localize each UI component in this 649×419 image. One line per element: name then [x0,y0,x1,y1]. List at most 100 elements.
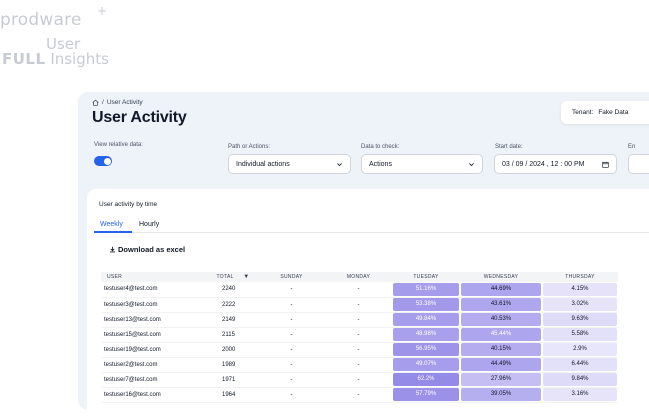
wednesday-cell: 40.15% [460,342,542,358]
tab-hourly[interactable]: Hourly [139,221,160,228]
col-header-user[interactable]: USER [101,272,208,282]
data-to-check-label: Data to check: [361,144,400,150]
wednesday-cell: 44.69% [460,282,542,298]
activity-table: USER TOTAL ▼ SUNDAY MONDAY TUESDAY WEDNE… [101,272,618,403]
brand-line-user: User [46,35,81,53]
monday-cell: - [325,357,392,373]
user-cell: testuser2@test.com [101,357,208,373]
tuesday-cell: 56.95% [392,342,460,358]
sunday-cell: - [258,312,325,328]
brand-logo: prodware + User FULL Insights [0,4,120,74]
chevron-down-icon [469,162,474,166]
table-row: testuser16@test.com 1964- -57.79% 39.05% 3.1… [101,387,618,403]
wednesday-cell: 27.96% [460,372,542,388]
col-header-tuesday[interactable]: TUESDAY [392,272,460,282]
wednesday-cell: 44.49% [460,357,542,373]
monday-cell: - [325,342,392,358]
thursday-cell: 2.9% [542,342,618,358]
download-icon [110,246,115,253]
start-date-input[interactable]: 03 / 09 / 2024 , 12 : 00 PM [494,154,617,174]
sunday-cell: - [258,342,325,358]
brand-plus-icon: + [97,4,108,18]
table-row: testuser19@test.com 2000- -56.95% 40.15% 2.9… [101,342,618,358]
end-date-input[interactable] [628,154,649,174]
path-actions-select[interactable]: Individual actions [228,154,351,174]
user-cell: testuser15@test.com [101,327,208,343]
brand-line-insights: FULL Insights [2,50,109,68]
col-header-wednesday[interactable]: WEDNESDAY [460,272,542,282]
table-row: testuser3@test.com 2222- -53.38% 43.61% 3.02… [101,297,618,313]
table-row: testuser7@test.com 1971- -62.2% 27.96% 9.84% [101,372,618,388]
col-header-total[interactable]: TOTAL ▼ [208,272,258,282]
wednesday-cell: 39.05% [460,387,542,403]
download-excel-button[interactable]: Download as excel [109,245,185,254]
thursday-cell: 4.15% [542,282,618,298]
user-cell: testuser3@test.com [101,297,208,313]
wednesday-cell: 40.53% [460,312,542,328]
thursday-cell: 6.44% [542,357,618,373]
tenant-value: Fake Data [598,109,629,116]
wednesday-cell: 45.44% [460,327,542,343]
tuesday-cell: 48.98% [392,327,460,343]
monday-cell: - [325,312,392,328]
tenant-label: Tenant: [572,109,594,116]
col-header-monday[interactable]: MONDAY [325,272,392,282]
total-cell: 2222 [208,297,258,313]
card-title: User activity by time [99,201,158,208]
sort-desc-icon[interactable]: ▼ [243,274,250,280]
breadcrumb-current: User Activity [106,99,143,106]
data-to-check-select[interactable]: Actions [361,154,483,174]
monday-cell: - [325,387,392,403]
tuesday-cell: 49.07% [392,357,460,373]
user-cell: testuser13@test.com [101,312,208,328]
wednesday-cell: 43.61% [460,297,542,313]
col-header-thursday[interactable]: THURSDAY [542,272,618,282]
total-cell: 1989 [208,357,258,373]
thursday-cell: 5.58% [542,327,618,343]
tuesday-cell: 51.16% [392,282,460,298]
sunday-cell: - [258,282,325,298]
user-cell: testuser19@test.com [101,342,208,358]
monday-cell: - [325,372,392,388]
total-cell: 1971 [208,372,258,388]
monday-cell: - [325,282,392,298]
thursday-cell: 9.63% [542,312,618,328]
path-actions-label: Path or Actions: [228,144,271,150]
sunday-cell: - [258,357,325,373]
col-header-sunday[interactable]: SUNDAY [258,272,325,282]
end-date-label: En [628,144,636,150]
monday-cell: - [325,297,392,313]
sunday-cell: - [258,372,325,388]
tuesday-cell: 49.84% [392,312,460,328]
user-cell: testuser4@test.com [101,282,208,298]
tuesday-cell: 57.79% [392,387,460,403]
table-row: testuser2@test.com 1989- -49.07% 44.49% 6.44… [101,357,618,373]
thursday-cell: 3.02% [542,297,618,313]
total-cell: 2149 [208,312,258,328]
table-row: testuser13@test.com 2149- -49.84% 40.53% 9.6… [101,312,618,328]
total-cell: 2240 [208,282,258,298]
user-cell: testuser7@test.com [101,372,208,388]
home-icon[interactable] [92,99,99,106]
thursday-cell: 3.16% [542,387,618,403]
brand-name: prodware [0,10,82,30]
sunday-cell: - [258,387,325,403]
table-header-row: USER TOTAL ▼ SUNDAY MONDAY TUESDAY WEDNE… [101,272,618,282]
relative-data-label: View relative data: [94,142,143,148]
relative-data-toggle[interactable] [94,156,112,166]
page-title: User Activity [92,109,187,126]
start-date-label: Start date: [495,144,523,150]
calendar-icon[interactable] [602,161,609,168]
total-cell: 1964 [208,387,258,403]
tuesday-cell: 53.38% [392,297,460,313]
sunday-cell: - [258,297,325,313]
tab-weekly[interactable]: Weekly [100,221,123,228]
tenant-selector[interactable]: Tenant: Fake Data [561,101,649,124]
total-cell: 2115 [208,327,258,343]
table-row: testuser4@test.com 2240- -51.16% 44.69% 4.15… [101,282,618,298]
user-cell: testuser16@test.com [101,387,208,403]
app-panel: / User Activity User Activity Tenant: Fa… [78,92,649,410]
monday-cell: - [325,327,392,343]
tuesday-cell: 62.2% [392,372,460,388]
thursday-cell: 9.84% [542,372,618,388]
